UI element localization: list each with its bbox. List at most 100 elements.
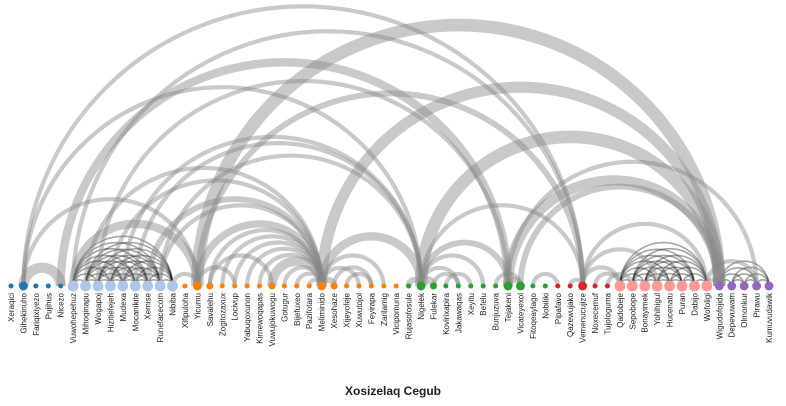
- cluster-link-13: [84, 248, 161, 287]
- node-label-dabijo: Dabijo: [690, 292, 699, 315]
- node-qazewujako: [567, 283, 573, 289]
- node-wogapoj: [92, 280, 104, 292]
- node-label-kirnewoqapas: Kirnewoqapas: [256, 293, 265, 344]
- cluster-link-18: [97, 260, 149, 287]
- node-hizitiefejeh: [105, 280, 116, 292]
- node-label-bunjuzuva: Bunjuzuva: [492, 292, 501, 330]
- cluster-link-10: [84, 266, 124, 287]
- node-bunjuzuva: [493, 283, 499, 289]
- link-51: [530, 271, 560, 287]
- link-3: [21, 4, 585, 287]
- node-xuwutojol: [356, 283, 362, 289]
- cluster-link-28: [122, 267, 161, 287]
- node-befelu: [480, 283, 486, 289]
- link-42: [418, 203, 585, 287]
- node-label-puran: Puran: [678, 293, 687, 314]
- cluster-link-46: [631, 260, 683, 287]
- node-label-fitoqeaylago: Fitoqeaylago: [529, 292, 538, 338]
- cluster-link-39: [619, 260, 671, 287]
- link-32: [319, 253, 386, 287]
- link-35: [331, 265, 374, 287]
- node-label-fariqixiyezo: Fariqixiyezo: [32, 292, 41, 335]
- link-4: [56, 58, 513, 287]
- node-label-nobiliki: Nobiliki: [541, 293, 550, 319]
- node-label-xijeyofeje: Xijeyofeje: [343, 292, 352, 327]
- node-gotugur: [281, 283, 287, 289]
- node-fulekar: [429, 282, 437, 290]
- node-qadobeje: [614, 280, 626, 292]
- link-20: [207, 228, 324, 287]
- node-label-tejakeni: Tejakeni: [504, 293, 513, 323]
- node-label-qadobeje: Qadobeje: [616, 292, 625, 327]
- node-label-fulekar: Fulekar: [429, 293, 438, 320]
- node-label-olmonkur: Olmonkur: [740, 293, 749, 328]
- link-7: [95, 78, 511, 287]
- link-41: [418, 239, 512, 287]
- node-wigudofojida: [714, 281, 724, 291]
- node-sepobope: [626, 280, 638, 292]
- node-vicateyexol: [516, 281, 525, 291]
- node-label-nigelek: Nigelek: [417, 292, 426, 320]
- node-fitoqeaylago: [530, 283, 536, 289]
- node-label-vicipomuna: Vicipomuna: [392, 292, 401, 334]
- node-mocanikite: [129, 280, 141, 292]
- link-19: [195, 265, 237, 287]
- cluster-link-11: [84, 260, 137, 287]
- node-olmonkur: [739, 281, 749, 291]
- link-10: [133, 140, 424, 287]
- node-label-pirawu: Pirawu: [753, 293, 762, 317]
- nodes-layer: [8, 280, 774, 292]
- node-mudexa: [117, 280, 129, 292]
- node-label-befelu: Befelu: [479, 293, 488, 316]
- cluster-link-12: [84, 254, 149, 287]
- cluster-link-57: [656, 260, 708, 287]
- node-mihoqinapu: [80, 280, 91, 292]
- node-yohihigul: [651, 280, 663, 292]
- node-label-vemenucujize: Vemenucujize: [579, 292, 588, 342]
- link-12: [158, 203, 324, 287]
- link-46: [493, 271, 523, 287]
- chart-title: Xosizelaq Cegub: [344, 384, 442, 398]
- node-label-yabuqoxunon: Yabuqoxunon: [243, 293, 252, 342]
- node-vuwohepehuz: [67, 280, 79, 292]
- node-vicipomuna: [393, 283, 399, 289]
- cluster-link-5: [72, 247, 149, 287]
- node-nobiliki: [542, 283, 548, 289]
- link-24: [245, 246, 324, 287]
- link-26: [267, 256, 327, 287]
- node-label-zogitozaxux: Zogitozaxux: [218, 293, 227, 336]
- node-pipafavo: [555, 283, 561, 289]
- link-48: [502, 175, 725, 287]
- node-label-xeyitu: Xeyitu: [467, 293, 476, 315]
- node-label-depevuwam: Depevuwam: [728, 293, 737, 338]
- node-label-xemise: Xemise: [144, 292, 153, 319]
- node-label-rujasofosule: Rujasofosule: [405, 292, 414, 339]
- node-label-vuwujokuwogu: Vuwujokuwogu: [268, 293, 277, 347]
- labels-layer: Xeraqici Gihekinuho Fariqixiyezo Pujihus Nic…: [7, 292, 774, 347]
- link-25: [257, 252, 324, 287]
- cluster-link-69: [730, 273, 758, 287]
- cluster-link-53: [643, 254, 708, 287]
- node-xesohaze: [330, 282, 338, 290]
- link-16: [194, 90, 586, 287]
- link-45: [443, 271, 473, 287]
- cluster-link-66: [718, 267, 758, 287]
- node-fariqixiyezo: [33, 283, 39, 289]
- node-tejakeni: [503, 281, 513, 291]
- links-layer: [18, 4, 770, 287]
- node-label-pujihus: Pujihus: [44, 293, 53, 319]
- node-label-xesohaze: Xesohaze: [330, 292, 339, 328]
- node-yabuqoxunon: [244, 283, 250, 289]
- node-kirnewoqapas: [256, 283, 263, 289]
- cluster-link-70: [730, 266, 770, 287]
- cluster-link-17: [97, 266, 137, 287]
- node-puran: [676, 280, 688, 292]
- node-vuwujokuwogu: [268, 282, 276, 290]
- node-label-mihoqinapu: Mihoqinapu: [82, 293, 91, 334]
- node-label-bonayimek: Bonayimek: [641, 292, 650, 333]
- cluster-link-23: [109, 266, 149, 287]
- node-label-nicezo: Nicezo: [57, 292, 66, 317]
- node-jakawaqas: [455, 283, 461, 289]
- cluster-link-20: [97, 247, 174, 287]
- link-34: [316, 81, 725, 287]
